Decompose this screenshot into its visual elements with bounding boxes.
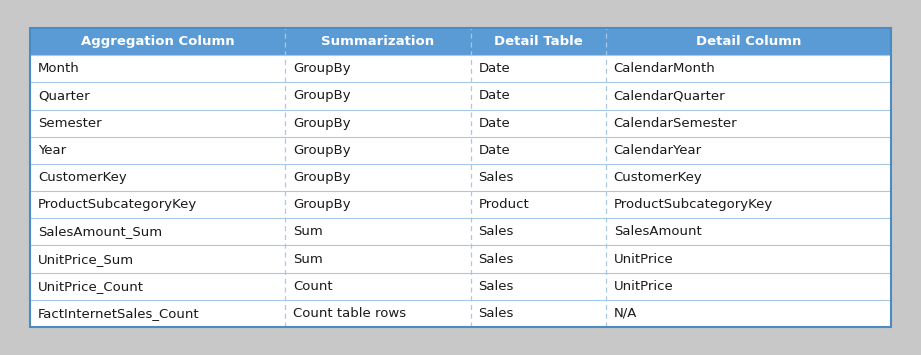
Text: Detail Table: Detail Table [494,35,582,48]
Text: Quarter: Quarter [38,89,89,103]
Text: Count: Count [293,280,332,293]
Text: N/A: N/A [613,307,637,320]
Text: Month: Month [38,62,80,75]
Bar [30,28,891,327]
Text: SalesAmount: SalesAmount [613,225,702,238]
Text: GroupBy: GroupBy [293,171,351,184]
Bar [30,28,891,327]
Text: GroupBy: GroupBy [293,144,351,157]
Text: Aggregation Column: Aggregation Column [81,35,235,48]
Text: Product: Product [479,198,530,211]
Text: UnitPrice_Count: UnitPrice_Count [38,280,144,293]
Text: CalendarMonth: CalendarMonth [613,62,716,75]
Text: Count table rows: Count table rows [293,307,406,320]
Text: Sales: Sales [479,252,514,266]
Text: CustomerKey: CustomerKey [38,171,127,184]
Text: Sales: Sales [479,171,514,184]
Text: Detail Column: Detail Column [695,35,801,48]
Text: CalendarSemester: CalendarSemester [613,117,738,130]
Bar [30,28,891,55]
Text: CalendarYear: CalendarYear [613,144,702,157]
Text: CustomerKey: CustomerKey [613,171,703,184]
Text: UnitPrice_Sum: UnitPrice_Sum [38,252,134,266]
Text: UnitPrice: UnitPrice [613,252,673,266]
Text: GroupBy: GroupBy [293,89,351,103]
Text: Year: Year [38,144,66,157]
Text: Sum: Sum [293,252,323,266]
Text: Date: Date [479,117,510,130]
Text: UnitPrice: UnitPrice [613,280,673,293]
Text: ProductSubcategoryKey: ProductSubcategoryKey [613,198,773,211]
Text: Sales: Sales [479,225,514,238]
Text: Sum: Sum [293,225,323,238]
Text: GroupBy: GroupBy [293,117,351,130]
Text: Date: Date [479,144,510,157]
Text: FactInternetSales_Count: FactInternetSales_Count [38,307,200,320]
Text: Summarization: Summarization [321,35,435,48]
Text: Date: Date [479,62,510,75]
Text: GroupBy: GroupBy [293,62,351,75]
Text: Sales: Sales [479,307,514,320]
Text: ProductSubcategoryKey: ProductSubcategoryKey [38,198,197,211]
Text: Date: Date [479,89,510,103]
Text: GroupBy: GroupBy [293,198,351,211]
Text: CalendarQuarter: CalendarQuarter [613,89,726,103]
Text: Sales: Sales [479,280,514,293]
Text: SalesAmount_Sum: SalesAmount_Sum [38,225,162,238]
Text: Semester: Semester [38,117,101,130]
